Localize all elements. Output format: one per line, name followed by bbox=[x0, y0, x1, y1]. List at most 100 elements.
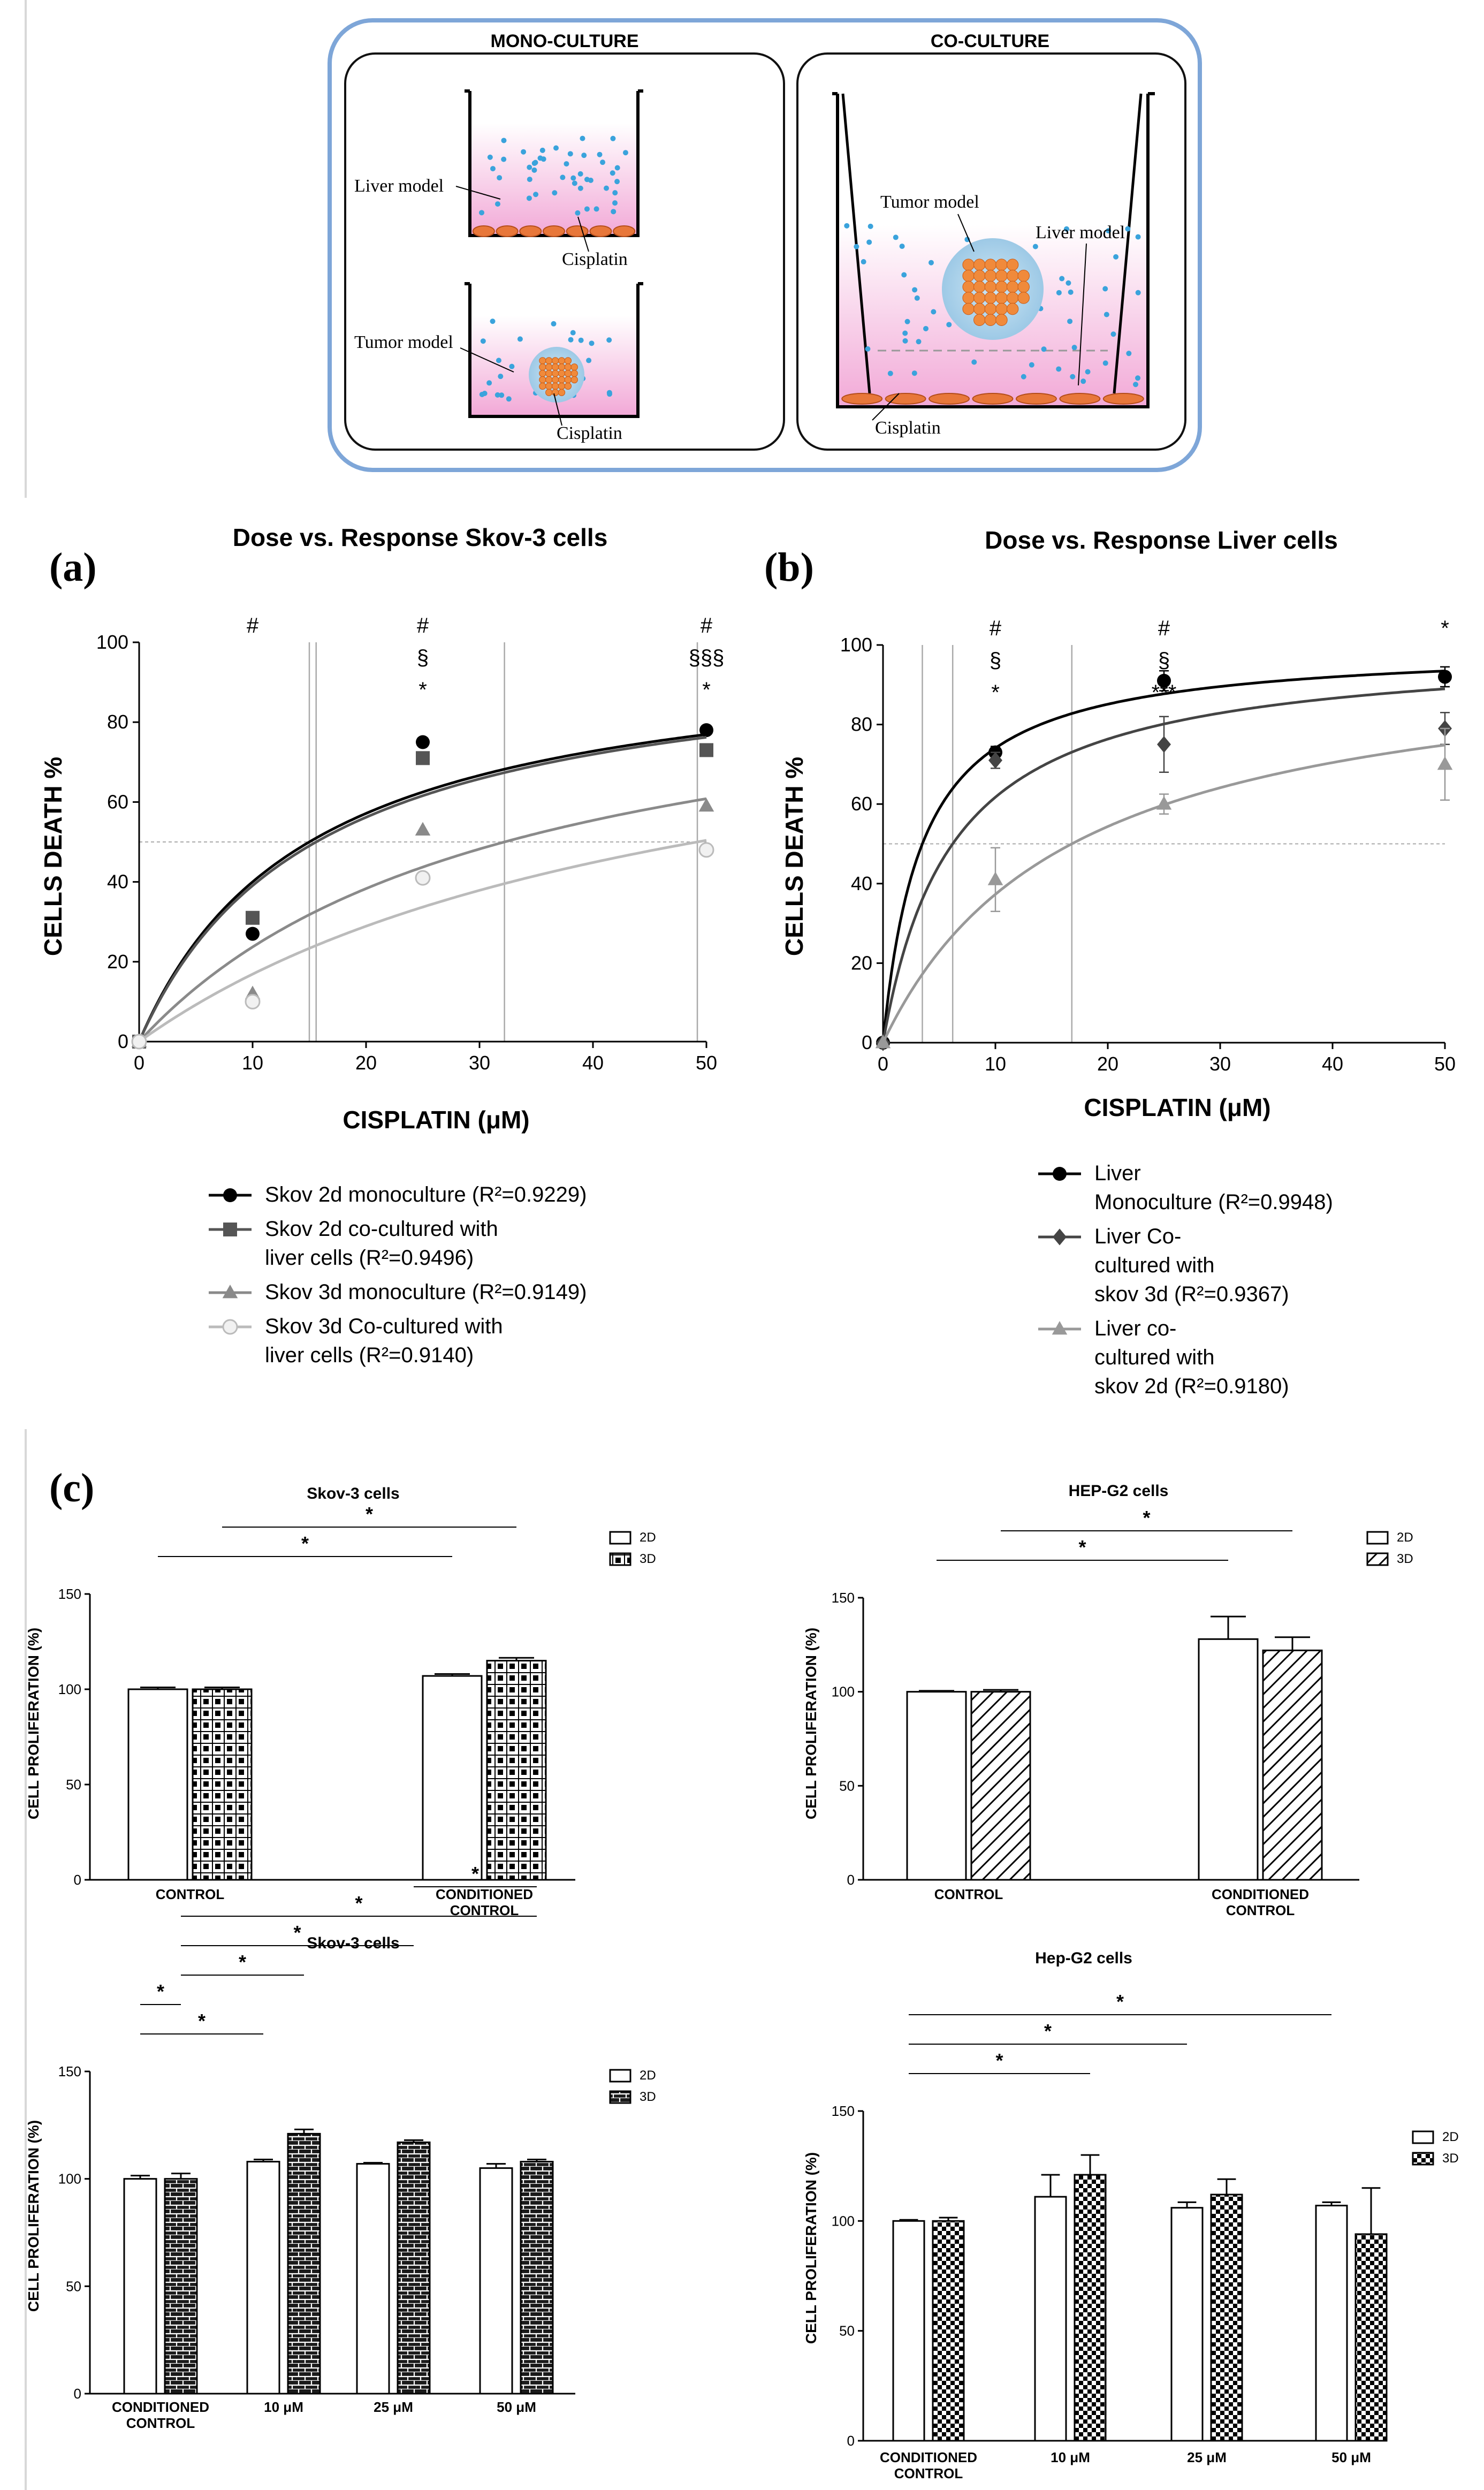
drug-dot bbox=[865, 346, 871, 352]
chart-c1-title: Skov-3 cells bbox=[307, 1485, 399, 1502]
liver-cell bbox=[929, 393, 970, 405]
legend-label: 3D bbox=[1442, 2151, 1459, 2166]
drug-dot bbox=[1029, 362, 1034, 368]
tumor-cell bbox=[551, 389, 559, 396]
category-label: CONTROL bbox=[1226, 1902, 1295, 1918]
fit-curve-3 bbox=[881, 743, 1445, 1044]
drug-dot bbox=[494, 201, 500, 207]
co-tumor-model-label: Tumor model bbox=[880, 192, 979, 212]
legend-label: liver cells (R²=0.9140) bbox=[265, 1343, 474, 1367]
category-label: CONDITIONED bbox=[436, 1886, 533, 1902]
significance-mark: § bbox=[417, 646, 429, 670]
y-tick-label: 0 bbox=[74, 1872, 81, 1888]
drug-dot bbox=[1126, 351, 1132, 356]
drug-dot bbox=[606, 337, 612, 343]
significance-mark: # bbox=[247, 614, 259, 637]
drug-dot bbox=[1068, 289, 1074, 295]
drug-dot bbox=[946, 322, 952, 328]
drug-dot bbox=[551, 321, 557, 327]
chart-b-xlabel: CISPLATIN (μM) bbox=[1084, 1094, 1270, 1121]
tumor-cell bbox=[995, 292, 1008, 304]
data-point bbox=[246, 927, 260, 941]
y-tick-label: 0 bbox=[847, 2433, 855, 2449]
tumor-cell bbox=[551, 376, 559, 384]
significance-mark: §§§ bbox=[689, 646, 725, 670]
drug-dot bbox=[1032, 244, 1038, 249]
liver-cell bbox=[1059, 393, 1101, 405]
tumor-cell bbox=[558, 389, 566, 396]
tumor-cell bbox=[551, 382, 559, 390]
drug-dot bbox=[567, 151, 573, 157]
drug-dot bbox=[577, 185, 583, 191]
legend-label: Monoculture (R²=0.9948) bbox=[1094, 1190, 1333, 1214]
tumor-cell bbox=[973, 270, 986, 282]
drug-dot bbox=[901, 272, 907, 278]
drug-dot bbox=[509, 363, 515, 369]
drug-dot bbox=[611, 209, 617, 215]
drug-dot bbox=[867, 223, 873, 229]
category-label: 25 μM bbox=[1187, 2449, 1227, 2465]
chart-c1-ylabel: CELL PROLIFERATION (%) bbox=[25, 1628, 42, 1819]
significance-star: * bbox=[1078, 1536, 1086, 1558]
chart-a: Dose vs. Response Skov-3 cells CELLS DEA… bbox=[39, 523, 724, 1367]
tumor-cell bbox=[551, 357, 559, 365]
tumor-cell bbox=[564, 376, 572, 384]
drug-dot bbox=[893, 234, 899, 240]
tumor-cell bbox=[984, 302, 997, 315]
legend-swatch bbox=[609, 2090, 631, 2104]
drug-dot bbox=[610, 170, 615, 176]
category-label: 10 μM bbox=[264, 2399, 303, 2415]
legend-marker bbox=[223, 1188, 237, 1202]
y-tick-label: 150 bbox=[58, 2063, 81, 2079]
drug-dot bbox=[1056, 290, 1062, 295]
liver-cell bbox=[841, 393, 883, 405]
drug-dot bbox=[499, 392, 505, 398]
schematic: MONO-CULTURE Liver model Cisplatin Tumor… bbox=[25, 0, 1202, 498]
tumor-cell bbox=[1006, 302, 1019, 315]
drug-dot bbox=[575, 210, 581, 216]
tumor-cell bbox=[973, 259, 986, 271]
drug-dot bbox=[486, 380, 492, 386]
y-tick-label: 20 bbox=[851, 952, 872, 974]
chart-b: Dose vs. Response Liver cells CELLS DEAT… bbox=[780, 526, 1456, 1398]
tumor-cell bbox=[545, 376, 553, 384]
tumor-cell bbox=[564, 382, 572, 390]
drug-dot bbox=[610, 135, 616, 141]
liver-cell bbox=[972, 393, 1014, 405]
data-point bbox=[1157, 673, 1171, 688]
bar-2d bbox=[246, 2161, 280, 2395]
data-point bbox=[699, 743, 713, 757]
bar-3d bbox=[1074, 2174, 1107, 2442]
drug-dot bbox=[539, 147, 545, 153]
legend-label: 3D bbox=[1397, 1552, 1413, 1566]
significance-star: * bbox=[355, 1892, 362, 1914]
legend-label: 3D bbox=[640, 2090, 656, 2104]
chart-c4-ylabel: CELL PROLIFERATION (%) bbox=[803, 2152, 819, 2344]
drug-dot bbox=[501, 138, 507, 143]
tumor-cell bbox=[995, 314, 1008, 326]
tumor-cell bbox=[558, 369, 566, 377]
chart-b-title: Dose vs. Response Liver cells bbox=[985, 526, 1338, 554]
fit-curve-4 bbox=[138, 839, 707, 1043]
drug-dot bbox=[914, 295, 920, 301]
bar-2d bbox=[1198, 1638, 1259, 1881]
category-label: CONTROL bbox=[156, 1886, 225, 1902]
tumor-cell bbox=[1006, 259, 1019, 271]
category-label: CONDITIONED bbox=[112, 2399, 209, 2415]
liver-cell bbox=[542, 225, 566, 237]
category-label: 50 μM bbox=[497, 2399, 536, 2415]
tumor-cell bbox=[539, 363, 546, 371]
drug-dot bbox=[521, 149, 527, 155]
drug-dot bbox=[517, 336, 523, 342]
tumor-cell bbox=[1017, 280, 1030, 293]
y-tick-label: 100 bbox=[840, 634, 872, 656]
drug-dot bbox=[614, 165, 620, 171]
drug-dot bbox=[552, 190, 558, 196]
legend-swatch bbox=[1412, 2152, 1434, 2166]
significance-mark: # bbox=[701, 614, 713, 637]
bar-3d bbox=[397, 2141, 431, 2395]
bar-3d bbox=[192, 1688, 253, 1881]
drug-dot bbox=[564, 161, 569, 167]
drug-dot bbox=[902, 338, 908, 344]
legend-swatch bbox=[609, 2069, 631, 2083]
